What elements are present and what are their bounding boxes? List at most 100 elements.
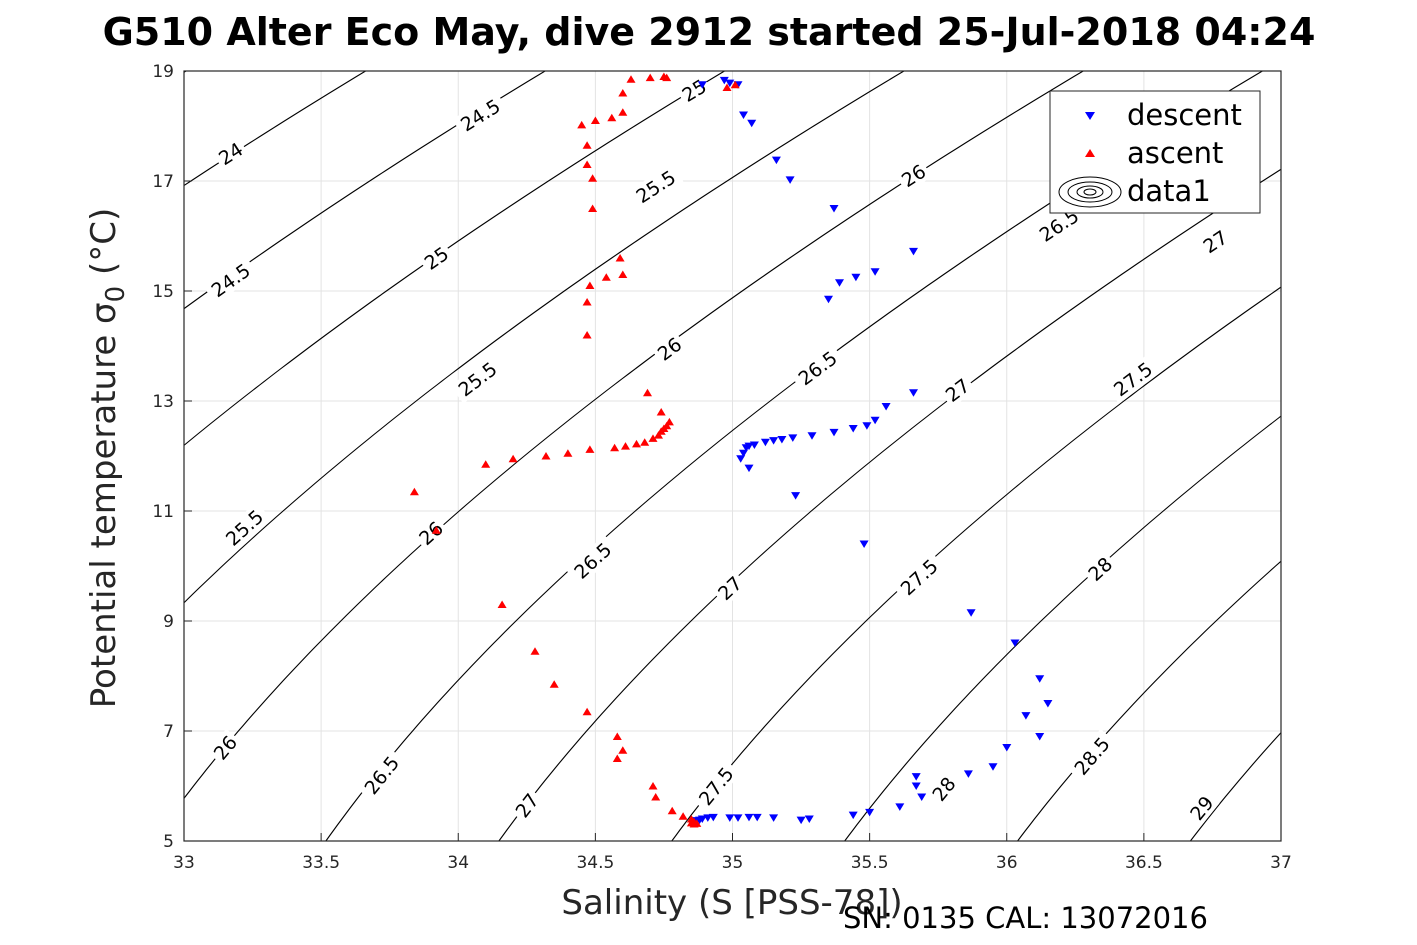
ascent-marker bbox=[612, 754, 622, 762]
ascent-marker bbox=[645, 73, 655, 82]
isopycnal-line bbox=[1016, 560, 1281, 841]
ascent-marker bbox=[610, 443, 620, 452]
descent-marker bbox=[739, 111, 748, 119]
descent-marker bbox=[881, 403, 891, 411]
ascent-marker bbox=[632, 439, 641, 448]
ascent-marker bbox=[563, 449, 573, 457]
ascent-marker bbox=[588, 174, 598, 182]
contour-label-bg bbox=[356, 747, 407, 803]
legend: descent ascent data1 bbox=[1049, 90, 1261, 214]
contour-label-bg bbox=[412, 514, 450, 552]
ascent-marker bbox=[615, 254, 625, 262]
contour-label-bg bbox=[508, 786, 545, 824]
contour-label-bg bbox=[452, 91, 509, 139]
legend-label-descent: descent bbox=[1127, 98, 1242, 132]
descent-marker bbox=[807, 432, 817, 440]
data-markers bbox=[409, 72, 1053, 828]
ascent-marker bbox=[582, 331, 592, 339]
y-axis-ticks: 5 7 9 11 13 15 17 19 bbox=[152, 62, 192, 852]
ascent-marker bbox=[577, 120, 587, 129]
isopycnal-line bbox=[671, 286, 1281, 841]
descent-marker bbox=[848, 425, 858, 433]
ascent-marker bbox=[621, 442, 630, 450]
y-tick-label: 7 bbox=[163, 722, 174, 742]
ascent-marker bbox=[409, 487, 419, 496]
ascent-marker bbox=[651, 793, 661, 801]
x-tick-label: 35 bbox=[722, 853, 744, 873]
footer-serial-calibration: SN: 0135 CAL: 13072016 bbox=[843, 901, 1208, 935]
descent-marker bbox=[752, 813, 762, 822]
contour-label-bg bbox=[1183, 789, 1220, 827]
descent-marker bbox=[966, 609, 976, 617]
y-tick-label: 19 bbox=[152, 62, 174, 82]
ascent-marker bbox=[508, 454, 518, 463]
ascent-marker bbox=[640, 438, 650, 446]
ascent-marker bbox=[618, 270, 628, 278]
ascent-marker bbox=[497, 600, 507, 608]
descent-marker bbox=[870, 416, 880, 425]
descent-marker bbox=[865, 808, 875, 817]
ascent-marker bbox=[582, 160, 592, 168]
ascent-marker bbox=[582, 141, 592, 149]
ascent-marker bbox=[643, 388, 652, 397]
ascent-marker bbox=[678, 812, 688, 820]
ascent-marker bbox=[582, 707, 592, 716]
y-tick-label: 5 bbox=[163, 832, 174, 852]
x-tick-label: 37 bbox=[1270, 853, 1292, 873]
descent-marker bbox=[725, 814, 735, 822]
ascent-marker bbox=[656, 408, 666, 416]
descent-marker bbox=[769, 814, 779, 822]
x-tick-label: 33.5 bbox=[302, 853, 340, 873]
ascent-marker bbox=[481, 460, 491, 468]
x-tick-label: 34 bbox=[447, 853, 469, 873]
ascent-marker bbox=[607, 113, 617, 122]
y-axis-label-subscript: 0 bbox=[101, 286, 131, 303]
y-axis-label: Potential temperature σ0 (°C) bbox=[84, 208, 131, 708]
descent-marker bbox=[911, 782, 921, 790]
ascent-marker bbox=[659, 72, 669, 80]
contour-label-bg bbox=[565, 534, 620, 587]
isopycnal-line bbox=[1343, 49, 1417, 869]
ascent-marker bbox=[541, 452, 551, 460]
contour-label-bg bbox=[711, 569, 749, 607]
contour-label-bg bbox=[894, 158, 933, 193]
y-tick-label: 17 bbox=[152, 172, 174, 192]
contour-label-bg bbox=[1081, 550, 1119, 588]
ascent-marker bbox=[585, 281, 595, 289]
ascent-marker bbox=[686, 818, 696, 827]
contour-label-bg bbox=[450, 354, 505, 404]
ascent-marker bbox=[648, 782, 658, 790]
descent-marker bbox=[1035, 733, 1045, 741]
isopycnal-line bbox=[0, 49, 43, 869]
legend-box bbox=[1049, 90, 1261, 214]
ascent-marker bbox=[601, 273, 611, 281]
legend-marker-ascent bbox=[1085, 149, 1095, 157]
descent-marker bbox=[963, 770, 973, 778]
descent-marker bbox=[911, 773, 921, 781]
descent-marker bbox=[739, 449, 748, 458]
descent-marker bbox=[895, 803, 905, 811]
contour-label-bg bbox=[925, 770, 962, 808]
descent-marker bbox=[744, 464, 754, 473]
legend-label-ascent: ascent bbox=[1127, 136, 1223, 170]
x-axis-label: Salinity (S [PSS-78]) bbox=[561, 883, 902, 923]
descent-marker bbox=[835, 279, 844, 287]
isopycnal-line bbox=[184, 71, 905, 604]
descent-marker bbox=[917, 793, 927, 801]
contour-label-bg bbox=[892, 551, 946, 603]
ascent-marker bbox=[667, 806, 677, 815]
contour-label-bg bbox=[691, 758, 741, 814]
contour-label-bg bbox=[212, 136, 250, 171]
descent-marker bbox=[736, 455, 746, 463]
legend-marker-descent bbox=[1085, 112, 1095, 120]
y-axis-label-main: Potential temperature σ bbox=[84, 302, 124, 708]
y-axis-label-gap bbox=[84, 275, 124, 286]
y-tick-label: 13 bbox=[152, 392, 174, 412]
ascent-marker bbox=[588, 204, 598, 212]
ascent-marker bbox=[431, 526, 441, 534]
y-tick-label: 11 bbox=[152, 502, 174, 522]
descent-marker bbox=[851, 273, 861, 282]
contour-label-bg bbox=[627, 163, 684, 210]
isopycnal-line bbox=[184, 71, 547, 310]
